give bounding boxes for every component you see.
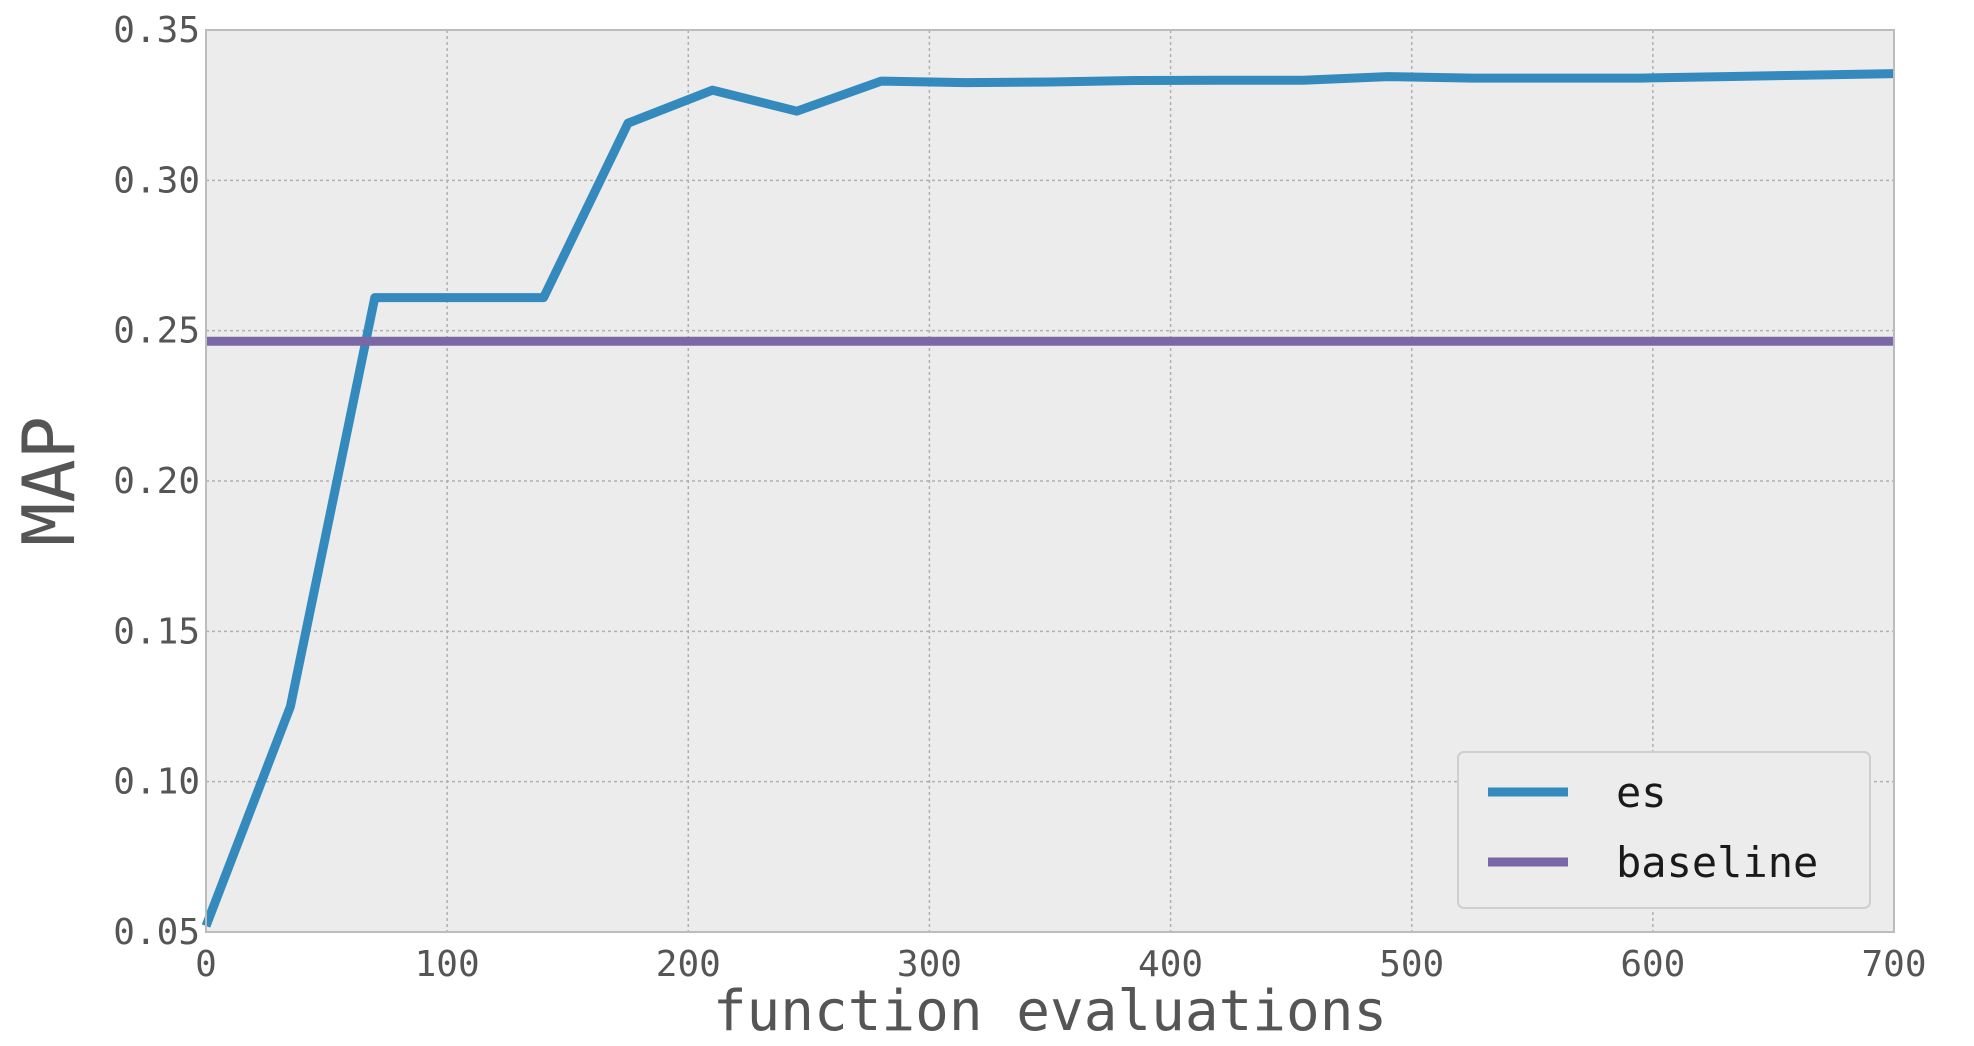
y-tick-label: 0.10	[113, 762, 200, 803]
x-tick-label: 400	[1138, 944, 1203, 985]
legend: es baseline	[1457, 751, 1871, 909]
x-tick-label: 600	[1620, 944, 1685, 985]
y-tick-label: 0.05	[113, 912, 200, 953]
y-tick-label: 0.20	[113, 461, 200, 502]
series-line-es	[201, 69, 1895, 928]
plot-frame	[205, 29, 1895, 933]
x-tick-label: 500	[1379, 944, 1444, 985]
x-tick-label: 700	[1861, 944, 1926, 985]
x-axis: 0 100 200 300 400 500 600 700	[195, 944, 1926, 985]
y-tick-label: 0.25	[113, 311, 200, 352]
y-tick-label: 0.30	[113, 160, 200, 201]
y-axis: 0.05 0.10 0.15 0.20 0.25 0.30 0.35	[113, 10, 200, 953]
legend-label-es: es	[1616, 768, 1667, 817]
y-axis-title: MAP	[7, 416, 91, 546]
x-axis-title: function evaluations	[713, 979, 1387, 1044]
legend-label-baseline: baseline	[1616, 838, 1818, 887]
y-tick-label: 0.35	[113, 10, 200, 51]
x-tick-label: 0	[195, 944, 217, 985]
x-tick-label: 300	[897, 944, 962, 985]
series-layer	[201, 69, 1895, 928]
x-tick-label: 200	[656, 944, 721, 985]
x-tick-label: 100	[415, 944, 480, 985]
y-tick-label: 0.15	[113, 611, 200, 652]
